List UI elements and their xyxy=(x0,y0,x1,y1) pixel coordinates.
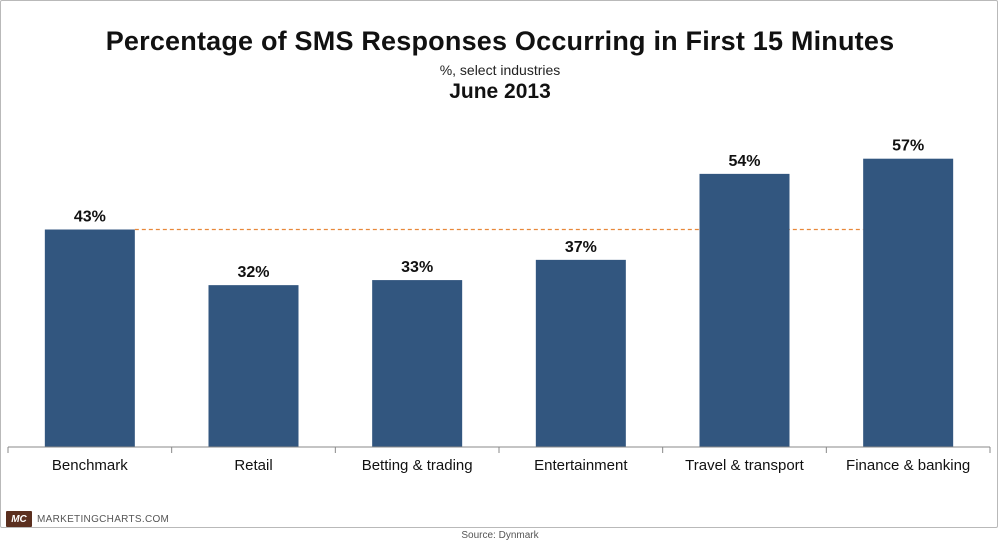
brand-logo: MC MARKETINGCHARTS.COM xyxy=(6,511,169,527)
category-label: Retail xyxy=(234,457,272,474)
mc-logo-icon: MC xyxy=(6,511,32,527)
data-label: 37% xyxy=(565,239,597,256)
data-label: 54% xyxy=(728,153,760,170)
chart-subtitle: %, select industries xyxy=(439,62,561,78)
brand-name: MARKETINGCHARTS.COM xyxy=(37,513,170,525)
chart-date: June 2013 xyxy=(449,80,551,103)
category-label: Finance & banking xyxy=(846,457,970,474)
bar-finance-banking xyxy=(863,158,954,447)
chart-title: Percentage of SMS Responses Occurring in… xyxy=(105,26,895,56)
bar-benchmark xyxy=(44,229,135,447)
bar-entertainment xyxy=(535,259,626,447)
data-label: 43% xyxy=(74,209,106,226)
chart-frame xyxy=(0,0,998,528)
source-note: Source: Dynmark xyxy=(461,530,539,541)
bar-retail xyxy=(208,285,299,447)
category-label: Betting & trading xyxy=(362,457,473,474)
bar-betting-trading xyxy=(372,280,463,447)
category-label: Travel & transport xyxy=(685,457,804,474)
data-label: 32% xyxy=(237,264,269,281)
category-label: Entertainment xyxy=(534,457,628,474)
data-label: 33% xyxy=(401,259,433,276)
category-label: Benchmark xyxy=(52,457,128,474)
data-label: 57% xyxy=(892,138,924,155)
bar-travel-transport xyxy=(699,173,790,447)
